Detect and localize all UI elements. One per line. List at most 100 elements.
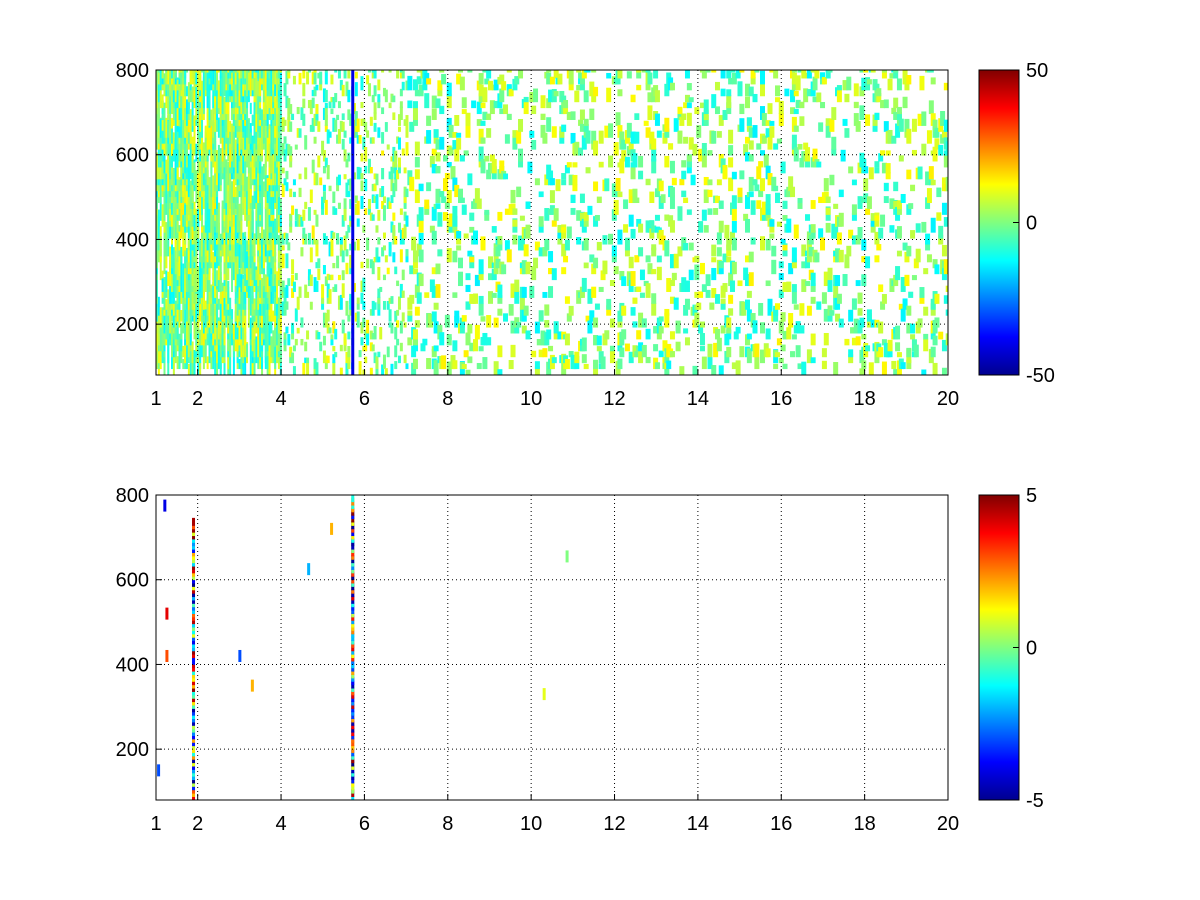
- top-heatmap-cell: [232, 221, 235, 233]
- top-heatmap-cell: [204, 70, 207, 73]
- top-heatmap-cell: [649, 220, 655, 227]
- top-heatmap-cell: [645, 356, 651, 364]
- top-heatmap-cell: [180, 255, 183, 292]
- top-heatmap-cell: [579, 77, 585, 85]
- top-heatmap-cell: [277, 235, 280, 251]
- top-heatmap-cell: [321, 299, 325, 310]
- top-heatmap-cell: [300, 216, 304, 227]
- top-heatmap-cell: [456, 132, 462, 138]
- top-heatmap-cell: [214, 326, 217, 340]
- top-heatmap-cell: [169, 246, 172, 287]
- top-heatmap-cell: [259, 199, 262, 215]
- top-heatmap-cell: [452, 215, 458, 227]
- top-heatmap-cell: [630, 228, 636, 239]
- top-heatmap-cell: [473, 198, 479, 209]
- top-heatmap-cell: [199, 70, 202, 73]
- top-heatmap-cell: [225, 70, 228, 85]
- top-heatmap-cell: [313, 70, 317, 85]
- top-heatmap-cell: [797, 200, 803, 209]
- top-heatmap-cell: [167, 329, 170, 364]
- top-heatmap-cell: [193, 201, 196, 215]
- top-heatmap-cell: [174, 91, 177, 132]
- top-heatmap-cell: [317, 72, 321, 79]
- top-heatmap-cell: [913, 344, 919, 358]
- top-heatmap-cell: [315, 362, 319, 375]
- top-heatmap-cell: [281, 183, 285, 198]
- top-heatmap-cell: [658, 180, 664, 192]
- top-heatmap-cell: [701, 284, 707, 292]
- top-heatmap-cell: [698, 291, 704, 298]
- top-heatmap-cell: [414, 306, 420, 316]
- top-heatmap-cell: [274, 99, 277, 126]
- top-heatmap-cell: [326, 323, 330, 334]
- top-heatmap-cell: [356, 297, 360, 304]
- top-heatmap-cell: [332, 191, 336, 204]
- top-heatmap-cell: [608, 123, 614, 138]
- top-heatmap-cell: [279, 70, 282, 73]
- top-heatmap-cell: [645, 328, 651, 340]
- top-heatmap-cell: [356, 135, 360, 144]
- top-heatmap-cell: [593, 334, 599, 346]
- top-heatmap-cell: [281, 167, 285, 174]
- top-heatmap-cell: [887, 339, 893, 352]
- top-heatmap-cell: [414, 284, 420, 298]
- top-heatmap-cell: [823, 271, 829, 287]
- top-heatmap-cell: [189, 325, 192, 346]
- top-heatmap-cell: [349, 178, 353, 192]
- top-heatmap-cell: [641, 318, 647, 328]
- top-heatmap-cell: [317, 258, 321, 269]
- top-heatmap-cell: [638, 247, 644, 257]
- top-heatmap-cell: [600, 270, 606, 281]
- top-heatmap-cell: [193, 310, 196, 340]
- top-heatmap-cell: [195, 254, 198, 292]
- top-heatmap-cell: [683, 136, 689, 144]
- top-heatmap-cell: [911, 275, 917, 281]
- top-heatmap-cell: [825, 222, 831, 233]
- top-heatmap-cell: [202, 70, 205, 103]
- top-heatmap-cell: [236, 140, 239, 168]
- top-heatmap-cell: [720, 70, 726, 79]
- top-heatmap-cell: [375, 225, 379, 233]
- top-heatmap-cell: [377, 94, 381, 103]
- top-heatmap-cell: [418, 232, 424, 245]
- top-heatmap-cell: [315, 280, 319, 292]
- top-heatmap-cell: [497, 308, 503, 316]
- top-heatmap-cell: [304, 201, 308, 209]
- top-heatmap-cell: [377, 296, 381, 304]
- top-heatmap-cell: [469, 226, 475, 233]
- top-heatmap-cell: [204, 195, 207, 221]
- top-heatmap-cell: [247, 221, 250, 233]
- top-heatmap-cell: [311, 97, 315, 109]
- top-heatmap-cell: [349, 304, 353, 316]
- top-heatmap-cell: [360, 173, 364, 180]
- top-heatmap-cell: [244, 70, 247, 79]
- top-colorbar-gradient: [978, 69, 1020, 376]
- top-heatmap-cell: [636, 70, 642, 73]
- top-colorbar-tick-label: 0: [1026, 213, 1037, 235]
- top-heatmap-cell: [229, 120, 232, 132]
- top-heatmap-cell: [292, 75, 296, 85]
- top-heatmap-cell: [231, 213, 234, 245]
- top-heatmap-cell: [508, 304, 514, 316]
- top-heatmap-cell: [626, 146, 632, 156]
- top-heatmap-cell: [251, 70, 254, 79]
- top-heatmap-cell: [651, 148, 657, 162]
- top-heatmap-cell: [187, 113, 190, 150]
- top-heatmap-cell: [748, 272, 754, 287]
- top-heatmap-cell: [446, 337, 452, 346]
- top-heatmap-cell: [221, 120, 224, 162]
- top-heatmap-cell: [910, 323, 916, 334]
- top-heatmap-cell: [564, 358, 570, 370]
- top-heatmap-cell: [369, 330, 373, 340]
- top-heatmap-cell: [805, 214, 811, 221]
- top-heatmap-cell: [266, 126, 269, 138]
- top-heatmap-cell: [411, 236, 417, 251]
- top-heatmap-cell: [266, 308, 269, 346]
- top-heatmap-cell: [658, 326, 664, 334]
- top-heatmap-cell: [579, 193, 585, 204]
- top-heatmap-cell: [274, 96, 277, 109]
- top-heatmap-cell: [930, 179, 936, 186]
- top-heatmap-cell: [157, 70, 160, 73]
- top-heatmap-cell: [217, 70, 220, 73]
- top-heatmap-cell: [390, 93, 394, 103]
